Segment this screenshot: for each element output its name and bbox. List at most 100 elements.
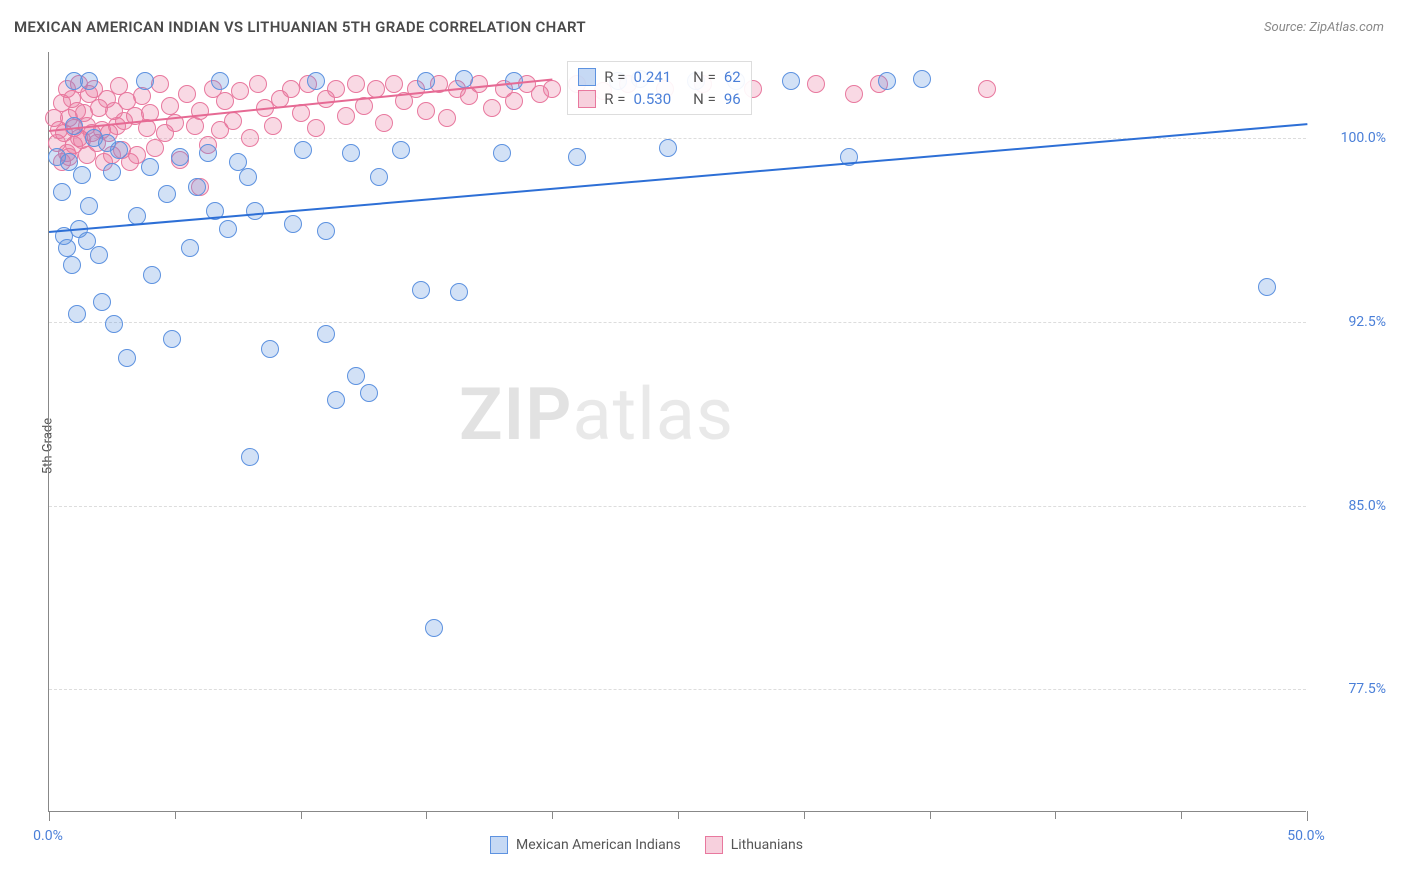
scatter-marker xyxy=(93,293,111,311)
scatter-marker xyxy=(307,72,325,90)
scatter-marker xyxy=(417,102,435,120)
scatter-marker xyxy=(385,75,403,93)
scatter-marker xyxy=(241,129,259,147)
scatter-marker xyxy=(73,166,91,184)
stats-n-value: 96 xyxy=(724,90,741,108)
scatter-marker xyxy=(282,80,300,98)
stats-n-label: N = xyxy=(693,68,716,86)
scatter-marker xyxy=(151,75,169,93)
scatter-marker xyxy=(417,72,435,90)
x-tick-label: 50.0% xyxy=(1287,828,1325,844)
scatter-marker xyxy=(450,283,468,301)
scatter-marker xyxy=(211,72,229,90)
y-tick-label: 77.5% xyxy=(1348,681,1386,697)
legend-label: Mexican American Indians xyxy=(516,837,681,853)
scatter-marker xyxy=(294,141,312,159)
scatter-marker xyxy=(438,109,456,127)
scatter-marker xyxy=(375,114,393,132)
stats-swatch xyxy=(578,68,596,86)
scatter-marker xyxy=(483,99,501,117)
scatter-marker xyxy=(307,119,325,137)
x-tick xyxy=(804,811,805,819)
stats-r-value: 0.530 xyxy=(633,90,671,108)
scatter-marker xyxy=(455,70,473,88)
scatter-marker xyxy=(224,112,242,130)
grid-line-h xyxy=(49,506,1306,507)
scatter-marker xyxy=(327,80,345,98)
scatter-marker xyxy=(68,305,86,323)
scatter-marker xyxy=(110,141,128,159)
scatter-marker xyxy=(58,239,76,257)
scatter-marker xyxy=(231,82,249,100)
scatter-marker xyxy=(659,139,677,157)
x-tick-label: 0.0% xyxy=(33,828,63,844)
scatter-marker xyxy=(878,72,896,90)
stats-row: R = 0.530 N = 96 xyxy=(578,88,740,110)
scatter-marker xyxy=(347,367,365,385)
scatter-marker xyxy=(103,163,121,181)
scatter-marker xyxy=(65,117,83,135)
scatter-marker xyxy=(246,202,264,220)
x-tick xyxy=(930,811,931,819)
y-tick-label: 100.0% xyxy=(1341,130,1386,146)
grid-line-h xyxy=(49,689,1306,690)
scatter-marker xyxy=(425,619,443,637)
stats-n-label: N = xyxy=(693,90,716,108)
scatter-marker xyxy=(337,107,355,125)
scatter-marker xyxy=(143,266,161,284)
scatter-marker xyxy=(241,448,259,466)
scatter-marker xyxy=(249,75,267,93)
scatter-marker xyxy=(136,72,154,90)
scatter-marker xyxy=(78,232,96,250)
x-tick xyxy=(1055,811,1056,819)
x-tick-major xyxy=(49,811,50,821)
scatter-marker xyxy=(163,330,181,348)
bottom-legend: Mexican American Indians Lithuanians xyxy=(490,836,803,854)
x-tick xyxy=(552,811,553,819)
x-tick xyxy=(301,811,302,819)
stats-box: R = 0.241 N = 62 R = 0.530 N = 96 xyxy=(567,61,751,115)
scatter-marker xyxy=(347,75,365,93)
stats-r-label: R = xyxy=(604,68,625,86)
scatter-marker xyxy=(568,148,586,166)
scatter-marker xyxy=(543,80,561,98)
legend-swatch xyxy=(705,836,723,854)
y-tick-label: 85.0% xyxy=(1348,498,1386,514)
scatter-marker xyxy=(493,144,511,162)
chart-title: MEXICAN AMERICAN INDIAN VS LITHUANIAN 5T… xyxy=(14,18,586,36)
x-tick xyxy=(678,811,679,819)
scatter-marker xyxy=(80,197,98,215)
scatter-marker xyxy=(505,92,523,110)
stats-swatch xyxy=(578,90,596,108)
stats-r-value: 0.241 xyxy=(633,68,671,86)
scatter-marker xyxy=(782,72,800,90)
scatter-marker xyxy=(913,70,931,88)
scatter-marker xyxy=(188,178,206,196)
y-tick-label: 92.5% xyxy=(1348,314,1386,330)
scatter-marker xyxy=(264,117,282,135)
scatter-marker xyxy=(292,104,310,122)
scatter-marker xyxy=(261,340,279,358)
scatter-marker xyxy=(807,75,825,93)
scatter-marker xyxy=(1258,278,1276,296)
scatter-marker xyxy=(181,239,199,257)
stats-r-label: R = xyxy=(604,90,625,108)
watermark-atlas: atlas xyxy=(572,372,734,457)
stats-n-value: 62 xyxy=(724,68,741,86)
legend-item: Mexican American Indians xyxy=(490,836,681,854)
scatter-marker xyxy=(80,72,98,90)
x-tick xyxy=(1181,811,1182,819)
scatter-marker xyxy=(63,256,81,274)
scatter-marker xyxy=(171,148,189,166)
stats-row: R = 0.241 N = 62 xyxy=(578,66,740,88)
scatter-marker xyxy=(317,325,335,343)
scatter-marker xyxy=(105,315,123,333)
scatter-marker xyxy=(239,168,257,186)
trend-line xyxy=(49,123,1307,233)
scatter-marker xyxy=(360,384,378,402)
watermark-zip: ZIP xyxy=(459,372,572,457)
legend-item: Lithuanians xyxy=(705,836,803,854)
scatter-marker xyxy=(327,391,345,409)
scatter-marker xyxy=(118,349,136,367)
scatter-marker xyxy=(141,158,159,176)
